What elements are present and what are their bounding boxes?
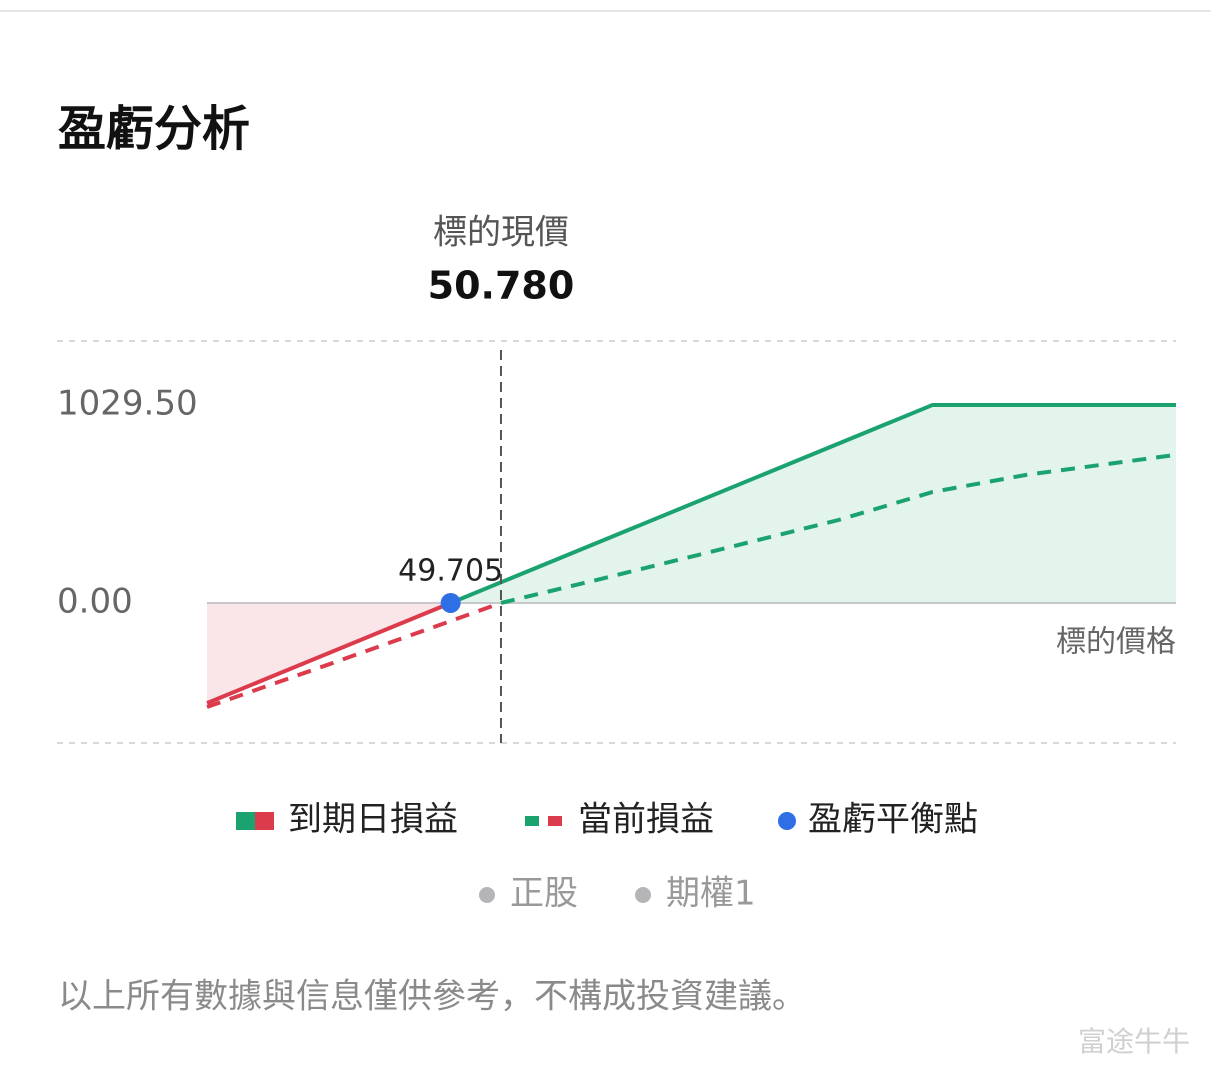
current-price-value: 50.780 — [428, 264, 575, 308]
legend-dot — [778, 812, 796, 830]
y-tick-label: 0.00 — [57, 581, 133, 621]
watermark: 富途牛牛 — [1078, 1025, 1190, 1058]
legend-swatch-red — [548, 816, 562, 826]
disclaimer: 以上所有數據與信息僅供參考，不構成投資建議。 — [58, 977, 806, 1017]
legend-swatch-green — [236, 812, 255, 830]
legend-label: 當前損益 — [578, 800, 714, 840]
current-price-title: 標的現價 — [433, 213, 569, 253]
legend-label: 正股 — [510, 874, 578, 914]
line-negative — [206, 601, 452, 705]
legend-label: 到期日損益 — [288, 800, 458, 840]
line-positive — [449, 402, 1176, 605]
legend-label: 期權1 — [666, 874, 756, 914]
breakeven-label: 49.705 — [398, 554, 503, 589]
line-positive — [500, 452, 1177, 605]
legend-swatch-green — [525, 816, 539, 826]
legend-label: 盈虧平衡點 — [808, 800, 978, 840]
line-negative — [206, 601, 502, 709]
area-pos — [450, 404, 1176, 603]
breakeven-point — [440, 592, 461, 613]
legend-dot — [479, 887, 495, 903]
legend-swatch-red — [255, 812, 274, 830]
x-axis-label: 標的價格 — [1056, 625, 1176, 660]
section-title: 盈虧分析 — [58, 101, 250, 157]
legend-dot — [635, 887, 651, 903]
y-tick-label: 1029.50 — [57, 383, 198, 423]
